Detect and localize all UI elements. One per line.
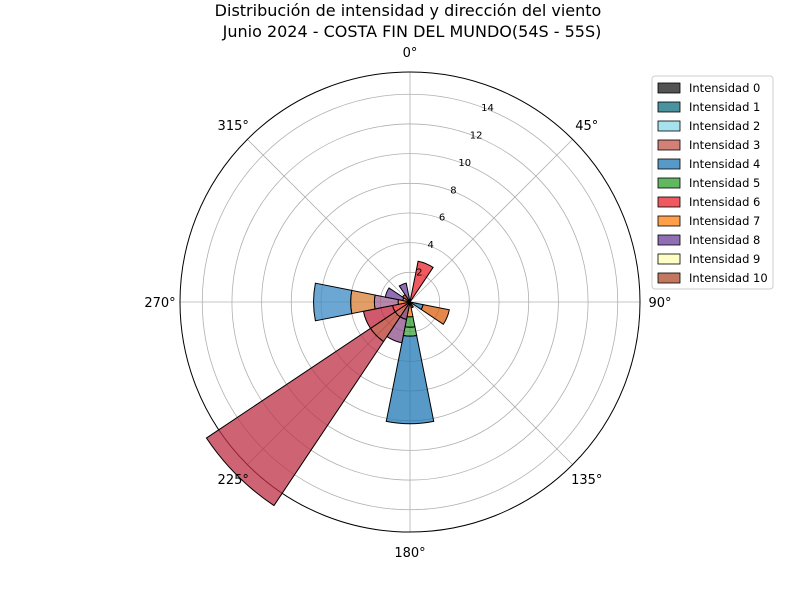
legend-label-9: Intensidad 9 [689, 252, 760, 266]
radial-label-4: 4 [428, 240, 434, 251]
legend-swatch-4 [657, 158, 681, 170]
legend: Intensidad 0 Intensidad 1 Intensidad 2 Inte… [651, 75, 774, 290]
angle-label-135: 135° [571, 473, 602, 488]
angle-label-45: 45° [575, 119, 598, 134]
angle-label-0: 0° [403, 46, 418, 61]
wind-bar-225-12 [205, 327, 385, 507]
legend-label-2: Intensidad 2 [689, 119, 760, 133]
radial-label-14: 14 [481, 103, 494, 114]
angle-label-90: 90° [648, 296, 671, 311]
legend-label-10: Intensidad 10 [689, 271, 768, 285]
legend-label-3: Intensidad 3 [689, 138, 760, 152]
outer-ring [179, 71, 641, 533]
legend-swatch-7 [657, 215, 681, 227]
wind-bar-22.5-0 [409, 260, 434, 303]
legend-swatch-3 [657, 139, 681, 151]
radial-label-10: 10 [458, 158, 471, 169]
legend-swatch-2 [657, 120, 681, 132]
legend-swatch-10 [657, 272, 681, 284]
angle-label-270: 270° [144, 296, 175, 311]
angle-label-315: 315° [218, 119, 249, 134]
legend-label-7: Intensidad 7 [689, 214, 760, 228]
angle-label-180: 180° [394, 546, 425, 561]
legend-swatch-5 [657, 177, 681, 189]
legend-swatch-0 [657, 82, 681, 94]
grid-spoke-135 [409, 301, 573, 465]
wind-bar-270-18 [313, 282, 353, 322]
axis-labels: 0° 45° 90° 135° 180° 225° 270° 315° 2 4 6 8 10 12 14 [144, 46, 671, 561]
wind-bar-112.5-2 [420, 304, 450, 325]
legend-swatch-9 [657, 253, 681, 265]
legend-frame [651, 75, 774, 290]
radial-label-12: 12 [470, 130, 483, 141]
chart-title-line1: Distribución de intensidad y dirección d… [215, 1, 602, 20]
radial-label-6: 6 [439, 213, 445, 224]
legend-swatch-8 [657, 234, 681, 246]
wind-bar-180-7 [385, 334, 435, 425]
legend-label-6: Intensidad 6 [689, 195, 760, 209]
wind-bar-292.5-20 [384, 287, 405, 302]
legend-label-1: Intensidad 1 [689, 100, 760, 114]
radial-label-2: 2 [416, 268, 422, 279]
wind-bars [205, 260, 450, 507]
legend-swatch-1 [657, 101, 681, 113]
legend-label-4: Intensidad 4 [689, 157, 760, 171]
angle-label-225: 225° [218, 473, 249, 488]
chart-title-line2: Junio 2024 - COSTA FIN DEL MUNDO(54S - 5… [222, 22, 602, 41]
wind-bar-270-17 [350, 289, 376, 315]
grid-spoke-45 [409, 139, 573, 303]
wind-bar-180-6 [402, 326, 418, 337]
legend-label-8: Intensidad 8 [689, 233, 760, 247]
legend-swatch-6 [657, 196, 681, 208]
wind-bar-337.5-22 [398, 282, 411, 303]
grid-spoke-315 [247, 139, 411, 303]
legend-label-0: Intensidad 0 [689, 81, 760, 95]
radial-label-8: 8 [450, 185, 456, 196]
legend-label-5: Intensidad 5 [689, 176, 760, 190]
